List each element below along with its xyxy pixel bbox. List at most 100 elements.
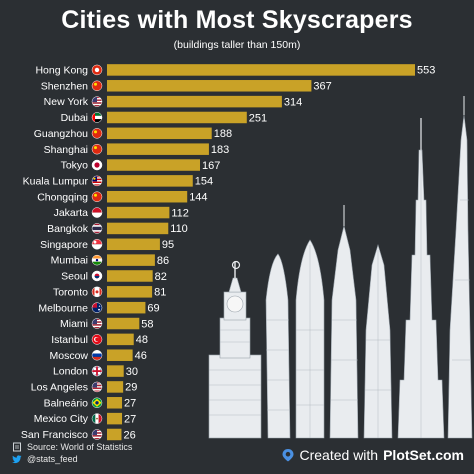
flag-icon	[91, 175, 103, 187]
value-label: 367	[313, 81, 331, 93]
category-label: Shanghai	[44, 144, 88, 156]
category-label: Tokyo	[61, 160, 89, 172]
category-label: Mexico City	[34, 413, 89, 425]
flag-icon	[91, 159, 103, 171]
twitter-icon	[12, 455, 22, 464]
category-label: Melbourne	[38, 302, 88, 314]
flag-icon	[91, 239, 103, 250]
chart-subtitle: (buildings taller than 150m)	[173, 39, 301, 51]
brand-name: PlotSet.com	[383, 447, 464, 463]
clock-tower-drawing	[208, 260, 262, 439]
bar	[107, 159, 201, 171]
value-label: 112	[171, 207, 189, 219]
bar	[107, 222, 169, 235]
bar	[107, 349, 133, 361]
flag-icon	[91, 286, 103, 298]
bar	[107, 254, 155, 266]
flag-icon	[91, 112, 103, 123]
value-label: 27	[124, 398, 136, 410]
value-label: 154	[195, 176, 213, 188]
bar	[107, 80, 312, 92]
value-label: 251	[249, 112, 267, 124]
flag-icon	[91, 191, 103, 202]
category-label: Jakarta	[54, 207, 89, 219]
category-label: New York	[44, 96, 89, 108]
plotset-logo-icon	[282, 449, 293, 462]
flag-icon	[91, 128, 103, 139]
source-text: Source: World of Statistics	[27, 442, 133, 452]
bar	[107, 175, 193, 187]
spire-tower-drawing	[329, 205, 359, 439]
bar	[107, 301, 146, 314]
value-label: 69	[147, 302, 159, 314]
flag-icon	[91, 207, 103, 218]
bar	[107, 317, 140, 330]
flag-icon	[91, 302, 103, 313]
footer-source: Source: World of Statistics @stats_feed	[12, 441, 132, 465]
value-label: 167	[202, 160, 220, 172]
category-label: Kuala Lumpur	[23, 175, 89, 187]
skyscraper-illustration	[208, 96, 473, 439]
category-label: Mumbai	[51, 255, 88, 267]
category-label: Moscow	[49, 350, 88, 362]
bar	[107, 206, 170, 219]
category-label: Chongqing	[37, 191, 88, 203]
value-label: 110	[170, 223, 188, 235]
bar	[107, 143, 209, 155]
category-label: Seoul	[61, 271, 88, 283]
flag-icon	[91, 381, 103, 393]
value-label: 183	[211, 144, 229, 156]
value-label: 144	[189, 192, 207, 204]
flag-icon	[91, 365, 103, 377]
bar	[107, 365, 124, 377]
chart-title: Cities with Most Skyscrapers	[61, 6, 413, 34]
flag-icon	[91, 318, 103, 329]
flag-icon	[91, 334, 103, 345]
flag-icon	[91, 96, 103, 107]
value-label: 95	[162, 239, 174, 251]
bar	[107, 127, 212, 140]
value-label: 86	[157, 255, 169, 267]
value-label: 553	[417, 65, 435, 77]
bar	[107, 428, 122, 441]
value-label: 27	[124, 413, 136, 425]
bar	[107, 64, 415, 76]
category-label: Dubai	[61, 112, 88, 124]
category-label: Bangkok	[47, 223, 89, 235]
category-label: Guangzhou	[34, 128, 88, 140]
flag-icon	[91, 397, 103, 409]
created-with-text: Created with	[299, 447, 379, 463]
bullet-tower-drawing	[295, 239, 325, 439]
category-label: Los Angeles	[31, 382, 88, 394]
flag-icon	[91, 223, 103, 234]
category-label: Singapore	[40, 239, 88, 251]
value-label: 81	[154, 287, 166, 299]
category-label: Istanbul	[51, 334, 88, 346]
value-label: 26	[123, 429, 135, 441]
bar	[107, 333, 134, 346]
category-label: Hong Kong	[35, 65, 88, 77]
burj-khalifa-drawing	[397, 118, 445, 439]
flag-icon	[91, 254, 103, 266]
bar	[107, 270, 153, 282]
value-label: 188	[214, 128, 232, 140]
value-label: 58	[141, 318, 153, 330]
category-label: London	[53, 366, 88, 378]
category-label: San Francisco	[21, 429, 88, 441]
footer-brand: Created with PlotSet.com	[281, 447, 464, 463]
flag-icon	[91, 80, 103, 92]
bar	[107, 286, 153, 298]
value-label: 30	[126, 366, 138, 378]
bar	[107, 381, 124, 393]
category-label: Balneário	[44, 397, 89, 409]
social-handle: @stats_feed	[27, 454, 78, 464]
document-icon	[13, 442, 21, 452]
value-label: 314	[284, 96, 302, 108]
bar	[107, 238, 160, 251]
flag-icon	[91, 413, 103, 424]
value-label: 48	[136, 334, 148, 346]
category-label: Toronto	[53, 286, 88, 298]
flag-icon	[91, 349, 103, 361]
bar	[107, 190, 188, 203]
